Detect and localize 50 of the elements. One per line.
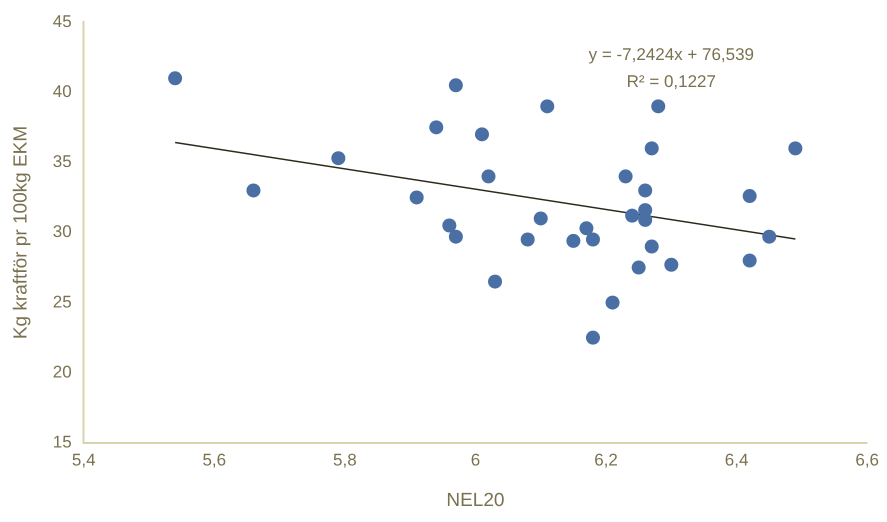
point xyxy=(638,212,652,227)
point xyxy=(762,230,776,244)
point xyxy=(488,274,502,289)
point xyxy=(520,232,535,247)
point xyxy=(540,99,554,114)
point xyxy=(586,330,600,345)
point xyxy=(534,211,548,226)
y-tick-label: 15 xyxy=(52,432,72,452)
y-tick-label: 20 xyxy=(52,362,72,382)
point xyxy=(410,190,424,204)
y-tick-label: 35 xyxy=(52,152,72,172)
point xyxy=(586,232,600,247)
point xyxy=(632,260,646,275)
point xyxy=(742,189,757,204)
point xyxy=(664,258,678,272)
point xyxy=(448,78,463,92)
point xyxy=(651,99,666,114)
y-tick-label: 45 xyxy=(52,12,72,31)
x-tick-label: 6,6 xyxy=(855,450,880,470)
x-tick-label: 6,4 xyxy=(724,450,748,470)
point xyxy=(644,141,659,156)
x-tick-label: 6,2 xyxy=(594,450,618,470)
point xyxy=(168,71,182,86)
point xyxy=(579,221,594,236)
point xyxy=(638,183,652,198)
x-tick-label: 5,4 xyxy=(72,450,96,470)
point xyxy=(788,141,802,156)
point xyxy=(448,230,463,244)
point xyxy=(742,254,757,268)
point xyxy=(644,240,659,254)
point xyxy=(618,169,633,184)
point xyxy=(606,296,620,310)
y-tick-label: 40 xyxy=(52,82,72,101)
y-tick-label: 30 xyxy=(52,222,72,242)
point xyxy=(246,183,260,198)
point xyxy=(442,218,456,232)
x-tick-label: 5,6 xyxy=(202,450,226,470)
point xyxy=(482,169,496,184)
point xyxy=(429,120,444,134)
y-tick-label: 25 xyxy=(52,292,72,312)
y-axis-title: Kg kraftför pr 100kg EKM xyxy=(10,126,32,340)
annotation: R² = 0,1227 xyxy=(626,72,716,91)
point xyxy=(474,127,489,142)
x-tick-label: 6 xyxy=(470,450,480,470)
x-tick-label: 5,8 xyxy=(333,450,357,470)
point xyxy=(625,208,640,223)
x-axis-title: NEL20 xyxy=(446,490,504,511)
annotation: y = -7,2424x + 76,539 xyxy=(588,44,754,64)
point xyxy=(566,234,580,248)
point xyxy=(331,151,346,166)
